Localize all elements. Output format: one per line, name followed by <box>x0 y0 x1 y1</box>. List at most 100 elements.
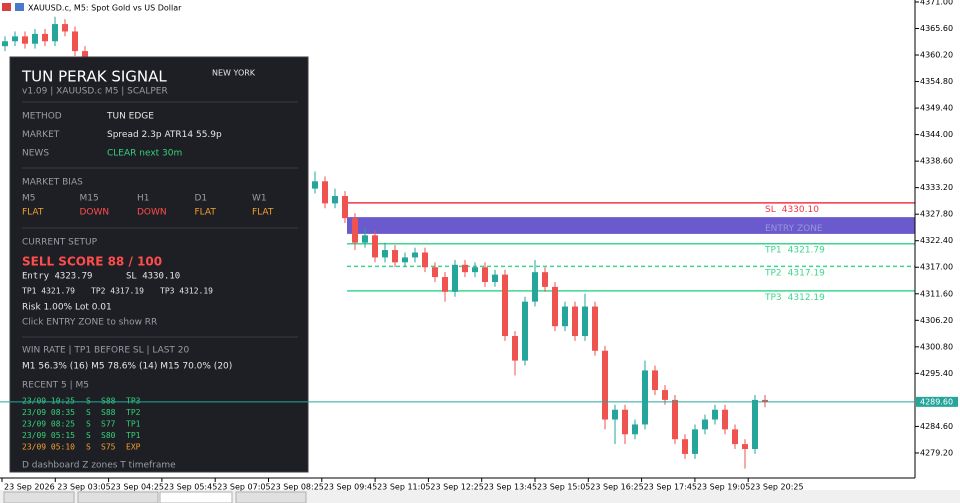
trade-cell: 23/09 08:25 <box>22 420 75 429</box>
candle-body <box>552 286 558 327</box>
x-tick-label: 23 Sep 13:45 <box>484 483 537 492</box>
section-heading: MARKET BIAS <box>22 178 83 188</box>
take-profit: TP3 4312.19 <box>160 287 213 296</box>
candle-body <box>522 301 528 361</box>
candle-body <box>12 36 18 42</box>
candle-body <box>512 336 518 361</box>
candle-body <box>762 399 768 402</box>
level-value: 4317.19 <box>788 268 825 278</box>
panel-title: TUN PERAK SIGNAL <box>21 68 167 86</box>
candle-body <box>482 267 488 282</box>
x-tick-label: 23 Sep 07:05 <box>217 483 270 492</box>
trade-cell: 23/09 08:35 <box>22 408 75 417</box>
trade-cell: S <box>86 397 91 406</box>
winrate: M1 56.3% (16) M5 78.6% (14) M15 70.0% (2… <box>22 362 232 372</box>
current-price-label: 4289.60 <box>920 397 953 406</box>
candle-body <box>602 350 608 420</box>
y-tick-label: 4311.60 <box>920 289 953 298</box>
tab[interactable] <box>3 491 75 503</box>
y-tick-label: 4338.60 <box>920 157 953 166</box>
trade-cell: 23/09 10:25 <box>22 397 75 406</box>
bias-value: FLAT <box>252 208 274 218</box>
x-tick-label: 23 Sep 12:25 <box>430 483 483 492</box>
window-icon <box>2 3 11 11</box>
window-icon <box>15 3 24 11</box>
candle-body <box>532 272 538 302</box>
take-profit: TP2 4317.19 <box>91 287 144 296</box>
tab[interactable] <box>159 491 233 503</box>
candle-body <box>332 196 338 204</box>
trade-cell: S75 <box>101 443 116 452</box>
trade-cell: S <box>86 443 91 452</box>
trade-cell: TP1 <box>126 431 141 440</box>
candle-body <box>462 264 468 273</box>
x-tick-label: 23 Sep 2026 <box>4 483 55 492</box>
candle-body <box>472 267 478 273</box>
trade-cell: S88 <box>101 397 116 406</box>
candle-body <box>622 409 628 435</box>
trade-cell: 23/09 05:10 <box>22 443 75 452</box>
x-tick-label: 23 Sep 19:05 <box>697 483 750 492</box>
entry-zone-label: ENTRY ZONE <box>765 224 823 234</box>
candle-body <box>672 399 678 440</box>
bias-value: DOWN <box>137 208 167 218</box>
trade-cell: TP2 <box>126 408 141 417</box>
bias-value: FLAT <box>195 208 217 218</box>
y-tick-label: 4295.40 <box>920 369 953 378</box>
candle-body <box>742 444 748 450</box>
y-tick-label: 4322.40 <box>920 236 953 245</box>
y-tick-label: 4371.00 <box>920 0 953 6</box>
candle-body <box>752 399 758 450</box>
candle-body <box>32 33 38 44</box>
candle-body <box>732 429 738 445</box>
candle-body <box>62 24 68 32</box>
entry: Entry 4323.79 <box>22 272 92 282</box>
candle-body <box>642 370 648 425</box>
candle-body <box>692 429 698 454</box>
tab[interactable] <box>77 491 159 503</box>
candle-body <box>582 306 588 337</box>
level-label: SL 4330.10 <box>765 204 819 214</box>
trade-cell: 23/09 05:15 <box>22 431 75 440</box>
bias-timeframe: W1 <box>252 194 267 204</box>
bias-value: FLAT <box>22 208 44 218</box>
level-name: TP2 <box>764 268 782 278</box>
x-tick-label: 23 Sep 05:45 <box>164 483 217 492</box>
candle-body <box>22 36 28 44</box>
candle-body <box>592 306 598 351</box>
bias-timeframe: H1 <box>137 194 150 204</box>
footer: D dashboard Z zones T timeframe <box>22 461 176 471</box>
y-tick-label: 4365.60 <box>920 24 953 33</box>
x-tick-label: 23 Sep 20:25 <box>750 483 803 492</box>
candle-body <box>2 41 8 47</box>
bias-timeframe: M5 <box>22 194 36 204</box>
trade-cell: TP1 <box>126 420 141 429</box>
y-tick-label: 4344.00 <box>920 130 953 139</box>
trade-cell: S <box>86 420 91 429</box>
y-tick-label: 4349.40 <box>920 104 953 113</box>
candle-body <box>632 424 638 435</box>
current-price-box <box>916 396 958 407</box>
level-name: SL <box>765 204 776 214</box>
level-value: 4330.10 <box>782 204 819 214</box>
candle-body <box>52 24 58 42</box>
candle-body <box>702 419 708 430</box>
y-tick-label: 4317.00 <box>920 263 953 272</box>
candle-body <box>342 196 348 219</box>
y-tick-label: 4300.80 <box>920 342 953 351</box>
take-profit: TP1 4321.79 <box>22 287 75 296</box>
candle-body <box>712 409 718 420</box>
session: NEW YORK <box>212 69 256 78</box>
signal: SELL SCORE 88 / 100 <box>22 255 162 269</box>
row-value: Spread 2.3p ATR14 55.9p <box>107 130 222 140</box>
candle-body <box>362 235 368 243</box>
entry-zone[interactable] <box>347 217 915 234</box>
candle-body <box>372 235 378 258</box>
candle-body <box>72 31 78 52</box>
tab[interactable] <box>235 491 307 503</box>
bias-timeframe: D1 <box>195 194 208 204</box>
trade-cell: S <box>86 431 91 440</box>
candle-body <box>612 409 618 420</box>
level-value: 4321.79 <box>788 245 825 255</box>
